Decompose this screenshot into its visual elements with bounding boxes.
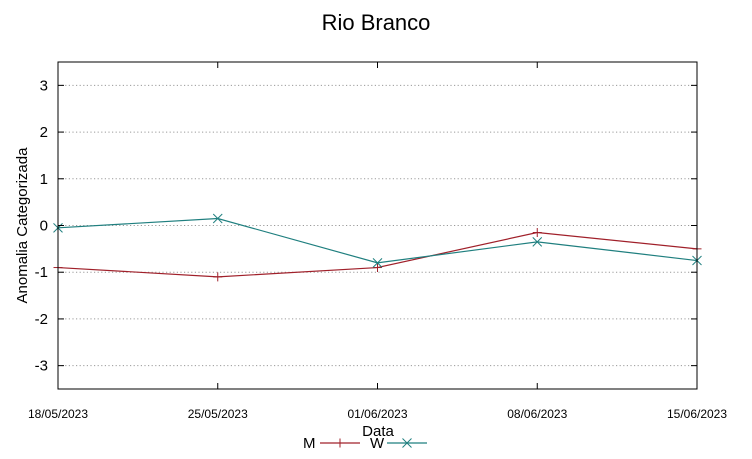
x-axis-label: Data (362, 423, 394, 440)
x-tick-label: 01/06/2023 (347, 407, 407, 421)
x-tick-labels: 18/05/2023 25/05/2023 01/06/2023 08/06/2023… (28, 407, 727, 421)
y-tick-label: 0 (40, 218, 48, 235)
x-tick-label: 08/06/2023 (507, 407, 567, 421)
series-line-w (57, 217, 698, 264)
series-point-w (532, 236, 543, 247)
x-tick-label: 25/05/2023 (188, 407, 248, 421)
x-tick-label: 18/05/2023 (28, 407, 88, 421)
y-tick-label: -3 (35, 358, 48, 375)
legend-marker-m (335, 438, 345, 448)
series-point-w (372, 258, 383, 268)
y-tick-label: -2 (35, 311, 48, 328)
legend-label-m: M (303, 435, 316, 452)
y-tick-label: -1 (35, 264, 48, 281)
y-tick-label: 1 (40, 171, 48, 188)
plot-frame (57, 61, 698, 390)
series-point-w (212, 213, 223, 224)
tick-marks (57, 62, 698, 389)
chart-title: Rio Branco (322, 10, 431, 35)
y-tick-labels: 3 2 1 0 -1 -2 -3 (35, 77, 48, 374)
series-point-m (213, 272, 223, 282)
legend-label-w: W (370, 435, 385, 452)
y-tick-label: 3 (40, 77, 48, 94)
y-tick-label: 2 (40, 124, 48, 141)
series-point-m (532, 228, 542, 238)
x-tick-label: 15/06/2023 (667, 407, 727, 421)
series-group (53, 213, 702, 282)
legend-marker-w (402, 438, 412, 448)
grid-lines (58, 84, 697, 367)
series-point-m (373, 263, 382, 273)
y-axis-label: Anomalia Categorizada (14, 147, 31, 304)
